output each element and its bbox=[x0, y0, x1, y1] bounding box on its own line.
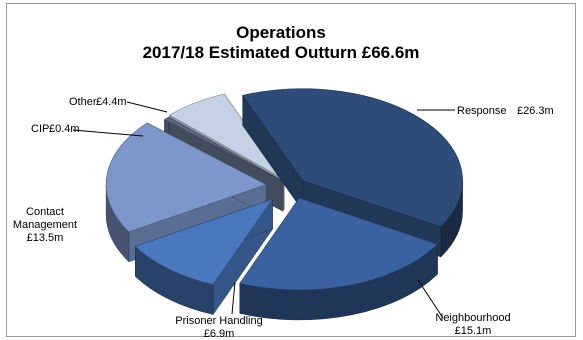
pie-slice-neighbourhood bbox=[239, 197, 439, 321]
leader-line-other bbox=[126, 101, 168, 113]
pie-chart: Operations 2017/18 Estimated Outturn £66… bbox=[13, 23, 554, 338]
slice-label-response-value: £26.3m bbox=[517, 105, 554, 117]
slice-label-contact-name-2: Management bbox=[13, 219, 77, 231]
chart-area: Operations 2017/18 Estimated Outturn £66… bbox=[6, 3, 576, 338]
pie-slice-prisoner bbox=[134, 198, 274, 316]
leader-line-prisoner bbox=[231, 281, 236, 315]
slice-top-response bbox=[242, 88, 463, 228]
leader-lines bbox=[72, 101, 455, 319]
slice-top-contact bbox=[105, 122, 267, 233]
leader-line-neighbourhood bbox=[417, 279, 444, 319]
slice-label-neighbourhood-value: £15.1m bbox=[455, 325, 492, 337]
slice-label-prisoner-value: £6.9m bbox=[204, 328, 235, 338]
chart-subtitle: 2017/18 Estimated Outturn £66.6m bbox=[143, 43, 420, 62]
slice-top-other bbox=[168, 93, 285, 180]
slice-top-neighbourhood bbox=[239, 197, 439, 291]
slice-label-cip-name: CIP bbox=[31, 123, 49, 135]
slice-label-neighbourhood-name: Neighbourhood bbox=[435, 312, 510, 324]
slice-label-contact-value: £13.5m bbox=[27, 232, 64, 244]
slice-label-cip-value: £0.4m bbox=[49, 123, 80, 135]
chart-title: Operations bbox=[236, 23, 326, 42]
slice-label-response-name: Response bbox=[457, 105, 507, 117]
slice-label-other-value: £4.4m bbox=[96, 96, 127, 108]
slice-label-contact-name-1: Contact bbox=[26, 206, 64, 218]
slice-top-prisoner bbox=[134, 198, 274, 285]
slice-label-prisoner-name: Prisoner Handling bbox=[175, 315, 262, 327]
slice-top-cip bbox=[163, 116, 284, 182]
slice-label-other-name: Other bbox=[69, 96, 97, 108]
pie-slices bbox=[105, 88, 463, 321]
leader-line-cip bbox=[72, 129, 144, 137]
